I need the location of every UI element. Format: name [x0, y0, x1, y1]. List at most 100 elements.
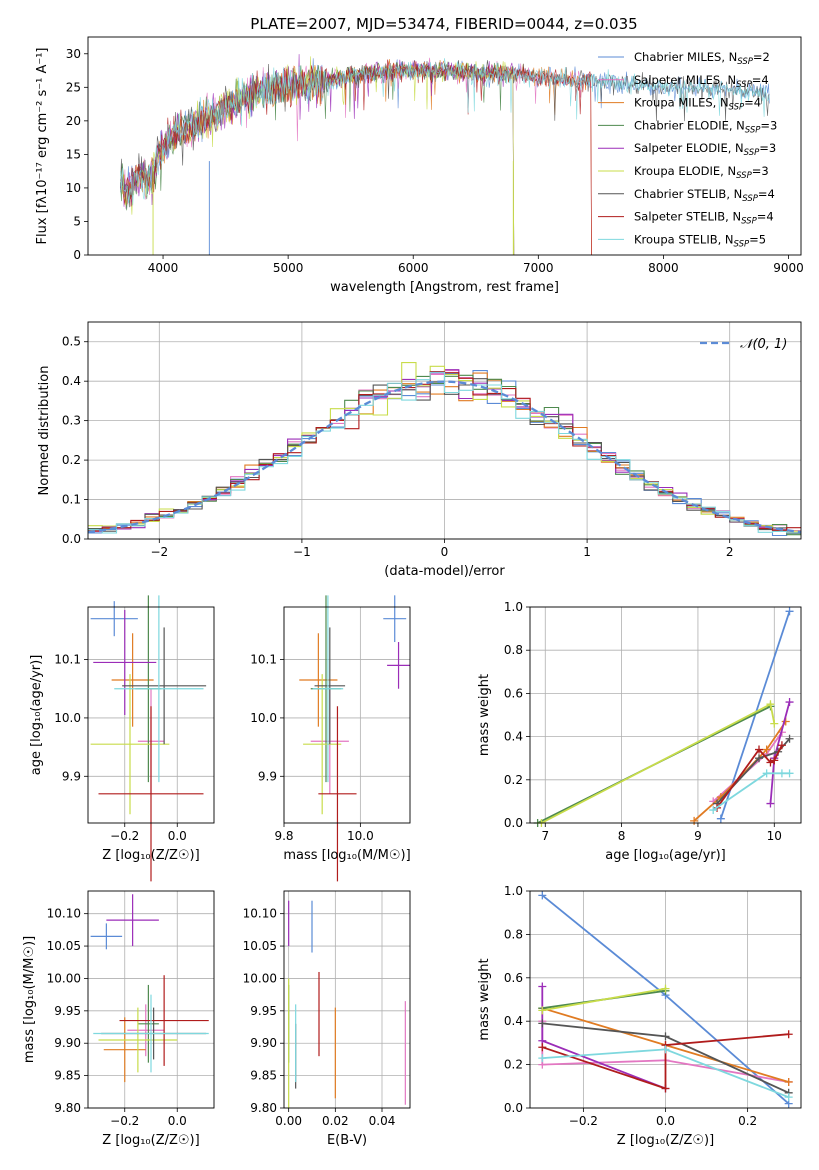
- plot-area: [90, 595, 207, 882]
- y-tick-label: 25: [66, 80, 81, 94]
- weight-marker: [770, 719, 779, 728]
- weight-marker: [709, 806, 718, 815]
- x-axis-label: mass [log₁₀(M/M☉)]: [283, 848, 410, 863]
- legend-label: Chabrier ELODIE, NSSP=3: [634, 118, 777, 135]
- x-tick-label: 8: [618, 829, 626, 843]
- errorbar-point: [111, 633, 154, 727]
- y-tick-label: 10.1: [54, 653, 81, 667]
- x-tick-label: 1: [583, 545, 591, 559]
- weight-marker: [661, 1084, 670, 1093]
- weight-marker: [785, 698, 794, 707]
- y-tick-label: 0.0: [504, 816, 523, 830]
- errorbar-point: [318, 706, 357, 882]
- errorbar-point: [299, 633, 338, 727]
- y-tick-label: 0: [73, 248, 81, 262]
- x-tick-label: 10: [767, 829, 782, 843]
- y-tick-label: 0.1: [62, 493, 81, 507]
- x-tick-label: 0.0: [656, 1114, 675, 1128]
- weight-marker: [766, 799, 775, 808]
- weight-line: [542, 1033, 789, 1090]
- y-tick-label: 9.80: [250, 1101, 277, 1115]
- weight-marker: [785, 734, 794, 743]
- y-tick-label: 9.85: [250, 1069, 277, 1083]
- weight-marker: [538, 1006, 547, 1015]
- x-tick-label: 2: [726, 545, 734, 559]
- y-tick-label: 9.9: [258, 769, 277, 783]
- errorbar-point: [90, 601, 138, 637]
- plot-area: [288, 900, 406, 1108]
- axes-weight-vs-Z: −0.2 0.0 0.2 0.0 0.2 0.4 0.6 0.8 1.0 Z [log₁₀(Z/Z…: [477, 884, 802, 1148]
- legend-label: Chabrier MILES, NSSP=2: [634, 50, 770, 67]
- x-tick-label: 7: [541, 829, 549, 843]
- x-tick-label: −0.2: [110, 829, 139, 843]
- normal-curve: [87, 380, 802, 534]
- y-tick-label: 20: [66, 114, 81, 128]
- y-tick-label: 1.0: [504, 884, 523, 898]
- histogram-step: [88, 371, 801, 534]
- legend-label: Salpeter MILES, NSSP=4: [634, 73, 769, 90]
- errorbar-point: [314, 627, 346, 745]
- x-axis-label: E(B-V): [327, 1133, 367, 1148]
- y-tick-label: 0.2: [504, 773, 523, 787]
- plot-frame: [87, 321, 802, 540]
- y-tick-label: 0.0: [62, 532, 81, 546]
- x-axis-label: (data-model)/error: [384, 564, 505, 579]
- y-tick-label: 0.6: [504, 686, 523, 700]
- axes-residuals: −2 −1 0 1 2 0.0 0.1 0.2 0.3 0.4 0.5 (data-model)/er…: [37, 321, 802, 579]
- axes-age-vs-mass: 9.8 10.0 9.9 10.0 10.1 mass [log₁₀(M/M☉)]: [250, 595, 411, 882]
- x-tick-label: −0.2: [110, 1114, 139, 1128]
- weight-marker: [690, 816, 699, 825]
- x-tick-label: 0.00: [275, 1114, 302, 1128]
- weight-marker: [538, 1054, 547, 1063]
- weight-marker: [661, 1032, 670, 1041]
- x-tick-label: 0.02: [322, 1114, 349, 1128]
- y-tick-label: 9.80: [54, 1101, 81, 1115]
- x-tick-label: 6000: [398, 261, 429, 275]
- axes-mass-vs-Z: −0.2 0.0 9.80 9.85 9.90 9.95 10.00 10.05 10.10 Z …: [22, 890, 215, 1148]
- x-tick-label: 4000: [148, 261, 179, 275]
- weight-marker: [716, 814, 725, 823]
- errorbar-point: [98, 706, 204, 882]
- y-tick-label: 0.2: [504, 1058, 523, 1072]
- plot-area: [120, 54, 770, 256]
- plot-frame: [283, 890, 411, 1109]
- weight-marker: [770, 756, 779, 765]
- spectrum-line: [120, 58, 770, 206]
- y-tick-label: 0.6: [504, 971, 523, 985]
- errorbar-point: [137, 984, 159, 1063]
- x-tick-label: 9000: [773, 261, 804, 275]
- y-tick-label: 0.4: [62, 374, 81, 388]
- weight-line: [693, 720, 787, 822]
- weight-marker: [755, 745, 764, 754]
- x-tick-label: 0: [441, 545, 449, 559]
- weight-marker: [762, 769, 771, 778]
- y-tick-label: 9.9: [62, 769, 81, 783]
- errorbar-point: [93, 609, 157, 715]
- y-tick-label: 0.4: [504, 730, 523, 744]
- errorbar-point: [98, 1007, 178, 1073]
- y-tick-label: 9.90: [250, 1036, 277, 1050]
- y-tick-label: 5: [73, 214, 81, 228]
- plot-frame: [87, 890, 215, 1109]
- axes-weight-vs-age: 7 8 9 10 0.0 0.2 0.4 0.6 0.8 1.0 age [log₁₀(age/yr…: [477, 600, 802, 863]
- y-axis-label: mass [log₁₀(M/M☉)]: [22, 936, 37, 1063]
- x-tick-label: 8000: [648, 261, 679, 275]
- weight-marker: [762, 745, 771, 754]
- y-tick-label: 10.00: [47, 971, 81, 985]
- y-tick-label: 15: [66, 147, 81, 161]
- y-axis-label: mass weight: [477, 674, 492, 756]
- plot-area: [87, 362, 802, 537]
- x-tick-label: 0.2: [738, 1114, 757, 1128]
- legend: 𝒩(0, 1): [700, 337, 787, 352]
- y-tick-label: 10.1: [250, 653, 277, 667]
- y-axis-label: Normed distribution: [37, 366, 52, 496]
- weight-marker: [661, 984, 670, 993]
- legend-label: 𝒩(0, 1): [740, 337, 787, 352]
- axes-spectrum: 4000 5000 6000 7000 8000 9000 0 5 10 15 20 25 30 wave…: [35, 36, 804, 295]
- spectrum-line: [120, 59, 592, 256]
- y-tick-label: 10.0: [250, 711, 277, 725]
- weight-marker: [784, 1077, 793, 1086]
- x-tick-label: −0.2: [569, 1114, 598, 1128]
- legend-label: Kroupa ELODIE, NSSP=3: [634, 164, 769, 181]
